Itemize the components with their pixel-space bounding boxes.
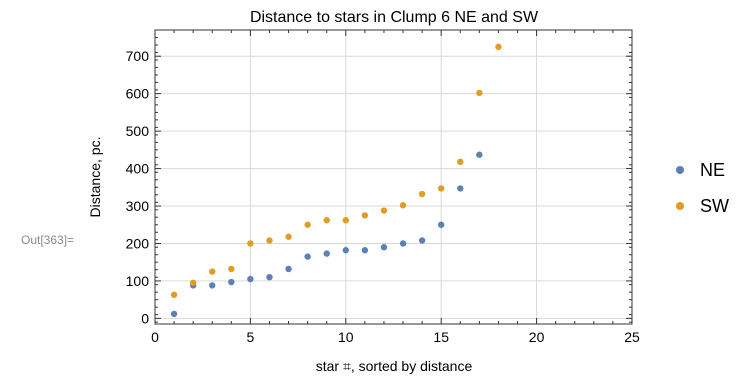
- data-point-ne: [323, 250, 330, 257]
- data-point-ne: [476, 151, 483, 158]
- legend-item-ne: NE: [676, 152, 729, 188]
- x-tick-label: 25: [624, 329, 640, 345]
- y-tick-label: 700: [126, 48, 150, 64]
- y-tick-label: 400: [126, 161, 150, 177]
- plot-frame: [154, 29, 633, 325]
- data-point-ne: [170, 310, 178, 318]
- data-point-sw: [438, 185, 445, 192]
- data-point-sw: [457, 158, 464, 166]
- data-point-ne: [228, 278, 235, 286]
- legend-label: SW: [700, 195, 729, 216]
- legend-item-sw: SW: [676, 188, 729, 224]
- legend-marker: [676, 166, 684, 174]
- x-tick-label: 20: [529, 329, 545, 345]
- data-point-sw: [399, 202, 407, 209]
- data-point-ne: [266, 273, 273, 281]
- axis-ticks: 0 5 10 15 20 25 0 100 200 300 400 500 600 700: [126, 30, 640, 345]
- data-point-sw: [189, 279, 197, 287]
- y-tick-label: 100: [126, 273, 150, 289]
- data-point-ne: [399, 240, 407, 247]
- data-point-ne: [457, 185, 464, 192]
- y-tick-label: 600: [126, 86, 150, 102]
- data-point-sw: [285, 233, 292, 240]
- data-point-ne: [361, 247, 369, 254]
- chart-title: Distance to stars in Clump 6 NE and SW: [250, 9, 539, 26]
- x-tick-label: 10: [338, 329, 354, 345]
- legend-marker: [676, 202, 684, 210]
- data-point-sw: [342, 217, 349, 224]
- data-point-sw: [380, 207, 388, 214]
- x-tick-label: 0: [151, 329, 159, 345]
- y-tick-label: 0: [141, 310, 149, 326]
- data-points: [170, 43, 502, 318]
- x-tick-label: 15: [433, 329, 449, 345]
- chart-legend: NE SW: [676, 152, 729, 224]
- data-point-sw: [476, 89, 483, 97]
- data-point-ne: [209, 282, 216, 289]
- data-point-ne: [247, 275, 254, 283]
- data-point-sw: [228, 265, 235, 273]
- data-point-ne: [418, 237, 426, 244]
- data-point-sw: [266, 237, 273, 244]
- data-point-ne: [342, 247, 349, 254]
- data-point-sw: [209, 268, 216, 275]
- data-point-sw: [418, 190, 426, 198]
- data-point-sw: [495, 43, 502, 51]
- data-point-ne: [304, 253, 311, 260]
- x-axis-label: star ⌗, sorted by distance: [316, 358, 473, 374]
- data-point-sw: [361, 212, 369, 219]
- data-point-sw: [247, 240, 254, 247]
- cell-output-label: Out[363]=: [21, 233, 75, 247]
- data-point-ne: [285, 265, 292, 273]
- grid-lines: [155, 30, 632, 324]
- legend-label: NE: [700, 159, 726, 180]
- data-point-ne: [438, 221, 445, 228]
- data-point-sw: [304, 221, 311, 228]
- data-point-ne: [380, 244, 388, 251]
- y-axis-label: Distance, pc.: [87, 137, 103, 218]
- x-tick-label: 5: [247, 329, 255, 345]
- y-tick-label: 300: [126, 198, 150, 214]
- data-point-sw: [170, 291, 178, 298]
- y-tick-label: 200: [126, 235, 150, 251]
- data-point-sw: [323, 217, 330, 224]
- y-tick-label: 500: [126, 123, 150, 139]
